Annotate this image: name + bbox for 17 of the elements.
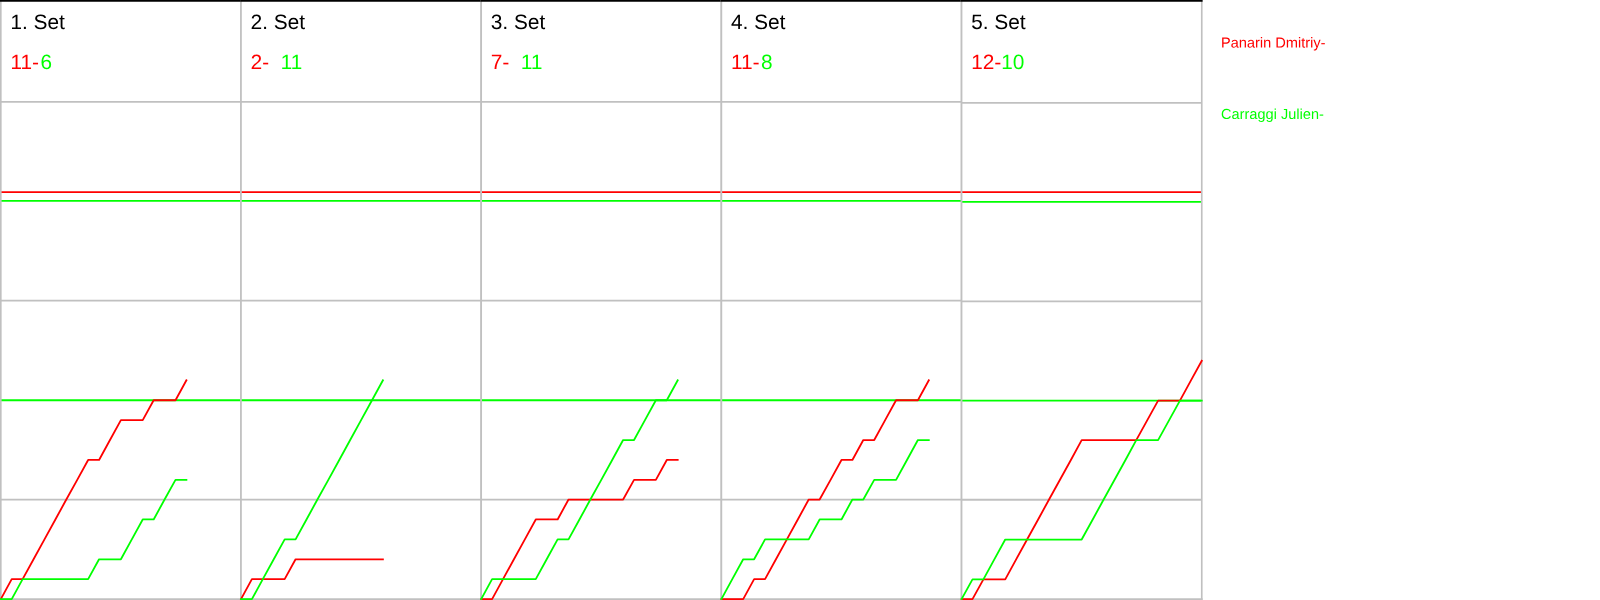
chart-title: 2. Set [251,14,305,30]
text: 11 [522,54,542,70]
text: 2- [251,54,269,70]
text: 6 [41,54,52,70]
chart-title: 3. Set [491,14,546,30]
text: 8 [761,54,772,70]
text: 11- [12,54,39,70]
chart-title: 4. Set [731,14,786,30]
text: 7- [491,54,509,70]
text: 10 [1002,54,1024,70]
text: Panarin Dmitriy- [1222,37,1325,51]
text: 11- [732,54,759,70]
chart-title: 5. Set [972,14,1026,30]
text: 11 [282,54,302,70]
chart-title: 1. Set [12,14,65,30]
text: 12- [972,54,1001,70]
text: Carraggi Julien- [1221,108,1324,122]
